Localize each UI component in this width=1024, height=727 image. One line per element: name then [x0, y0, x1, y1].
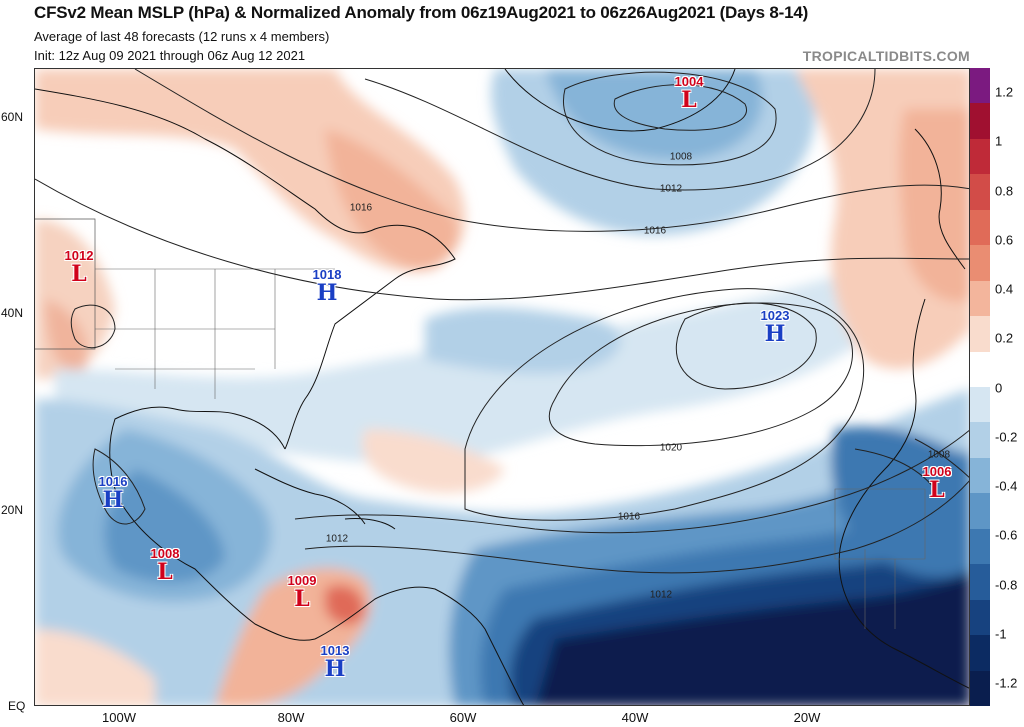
- colorbar-swatch: [970, 528, 990, 565]
- anomaly-map: [35, 69, 969, 705]
- high-symbol: H: [324, 656, 346, 682]
- political-borders: [95, 268, 926, 629]
- colorbar-swatch: [970, 316, 990, 353]
- lat-label-eq: EQ: [8, 699, 26, 713]
- low-symbol: L: [929, 477, 945, 503]
- colorbar-tick-label: 0.2: [995, 330, 1014, 346]
- lat-label-40n: 40N: [1, 306, 24, 320]
- lat-label-60n: 60N: [1, 110, 24, 124]
- low-pressure-center: 1012 L: [64, 248, 94, 287]
- high-symbol: H: [102, 487, 124, 513]
- colorbar-tick-label: 0.8: [995, 183, 1014, 198]
- colorbar-tick-label: 0.6: [995, 232, 1014, 248]
- colorbar-swatch: [970, 280, 990, 317]
- colorbar-tick-label: -0.8: [995, 577, 1018, 592]
- colorbar-swatch: [970, 599, 990, 636]
- isobar-label: 1016: [349, 202, 373, 214]
- high-pressure-center: 1013 H: [320, 643, 350, 682]
- colorbar-swatch: [970, 245, 990, 282]
- colorbar-swatch: [970, 493, 990, 530]
- low-pressure-center: 1009 L: [287, 573, 317, 612]
- lon-label-20w: 20W: [793, 710, 821, 725]
- pressure-value: 1016: [98, 474, 128, 489]
- coastlines: [35, 69, 969, 705]
- pressure-value: 1018: [312, 267, 342, 282]
- brand-watermark[interactable]: TROPICALTIDBITS.COM: [802, 48, 970, 64]
- colorbar-tick-label: 1.2: [995, 84, 1014, 100]
- lon-label-80w: 80W: [277, 710, 305, 725]
- colorbar-tick-label: 1: [995, 133, 1003, 149]
- colorbar-swatch: [970, 670, 990, 707]
- pressure-value: 1012: [64, 248, 94, 263]
- colorbar-swatch: [970, 209, 990, 246]
- colorbar-tick-label: -0.4: [995, 478, 1018, 494]
- low-symbol: L: [71, 261, 87, 287]
- low-symbol: L: [294, 586, 310, 612]
- pressure-value: 1008: [150, 546, 180, 561]
- pressure-value: 1023: [760, 308, 790, 323]
- isobar-label: 1016: [617, 511, 641, 523]
- pressure-value: 1013: [320, 643, 350, 658]
- pressure-value: 1004: [674, 74, 704, 89]
- high-pressure-center: 1016 H: [98, 474, 128, 513]
- isobar-label: 1008: [927, 449, 951, 461]
- lat-label-20n: 20N: [1, 503, 24, 517]
- colorbar-tick-label: 0.4: [995, 281, 1014, 297]
- lon-label-40w: 40W: [621, 710, 649, 725]
- lon-label-60w: 60W: [449, 710, 477, 725]
- colorbar-swatch: [970, 635, 990, 672]
- high-symbol: H: [764, 321, 786, 347]
- isobar-label: 1012: [659, 183, 683, 195]
- low-symbol: L: [157, 559, 173, 585]
- isobar-label: 1008: [669, 151, 693, 163]
- pressure-value: 1006: [922, 464, 952, 479]
- high-pressure-center: 1023 H: [760, 308, 790, 347]
- map-subtitle-average: Average of last 48 forecasts (12 runs x …: [34, 29, 330, 44]
- colorbar-swatch: [970, 351, 990, 388]
- isobar-label: 1020: [659, 442, 683, 454]
- low-symbol: L: [681, 87, 697, 113]
- lon-label-100w: 100W: [102, 710, 136, 725]
- isobar-label: 1012: [649, 589, 673, 601]
- low-pressure-center: 1008 L: [150, 546, 180, 585]
- high-symbol: H: [316, 280, 338, 306]
- colorbar-tick-label: -0.2: [995, 429, 1018, 445]
- colorbar-swatch: [970, 387, 990, 423]
- colorbar-swatch: [970, 103, 990, 140]
- colorbar-tick-label: -1.2: [995, 675, 1018, 691]
- isobars: [35, 69, 969, 574]
- colorbar-tick-label: 0: [995, 380, 1003, 395]
- colorbar-swatch: [970, 174, 990, 211]
- high-pressure-center: 1018 H: [312, 267, 342, 306]
- colorbar-swatch: [970, 68, 990, 104]
- isobar-label: 1012: [325, 533, 349, 545]
- colorbar-tick-label: -0.6: [995, 527, 1018, 543]
- pressure-value: 1009: [287, 573, 317, 588]
- low-pressure-center: 1004 L: [674, 74, 704, 113]
- isobar-label: 1016: [643, 225, 667, 237]
- colorbar: [970, 68, 990, 707]
- colorbar-tick-label: -1: [995, 626, 1007, 642]
- colorbar-swatch: [970, 457, 990, 494]
- anomaly-shading: [35, 69, 969, 705]
- low-pressure-center: 1006 L: [922, 464, 952, 503]
- map-subtitle-init: Init: 12z Aug 09 2021 through 06z Aug 12…: [34, 48, 306, 63]
- colorbar-swatch: [970, 138, 990, 175]
- colorbar-swatch: [970, 564, 990, 601]
- colorbar-swatch: [970, 422, 990, 459]
- map-title: CFSv2 Mean MSLP (hPa) & Normalized Anoma…: [34, 3, 809, 22]
- map-panel: 1008 1012 1016 1016 1020 1016 1012 1012 1008 100…: [34, 68, 970, 706]
